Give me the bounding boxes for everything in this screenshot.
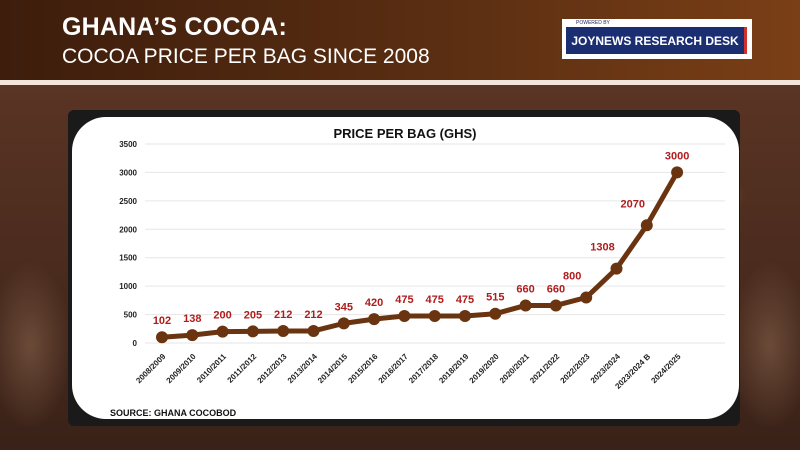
x-tick-label: 2008/2009 [134, 352, 167, 385]
x-tick-label: 2016/2017 [377, 352, 410, 385]
x-tick-label: 2013/2014 [286, 352, 319, 385]
data-point [186, 329, 199, 342]
data-point [549, 299, 562, 312]
y-tick-label: 500 [124, 311, 138, 320]
x-tick-label: 2018/2019 [437, 352, 470, 385]
data-label: 212 [304, 309, 322, 321]
x-tick-label: 2021/2022 [528, 352, 561, 385]
data-label: 205 [244, 309, 262, 321]
data-point [216, 325, 229, 338]
y-tick-label: 1000 [119, 282, 137, 291]
data-label: 475 [426, 294, 444, 306]
data-label: 475 [456, 294, 474, 306]
data-point [156, 331, 168, 344]
series-line [161, 171, 680, 340]
source-note: SOURCE: GHANA COCOBOD [110, 408, 237, 418]
badge-name: JOYNEWS RESEARCH DESK [566, 27, 747, 54]
data-label: 1308 [590, 242, 614, 254]
joynews-badge: POWERED BY JOYNEWS RESEARCH DESK [562, 19, 752, 59]
data-label: 138 [183, 313, 201, 325]
data-label: 200 [213, 310, 231, 322]
chart-panel [72, 117, 739, 419]
data-point [307, 324, 320, 337]
data-point [246, 325, 259, 338]
y-tick-label: 1500 [119, 254, 137, 263]
data-point [337, 317, 350, 330]
x-tick-label: 2024/2025 [649, 352, 682, 385]
x-tick-label: 2012/2013 [256, 352, 289, 385]
data-point [671, 166, 684, 179]
x-tick-label: 2014/2015 [316, 352, 349, 385]
y-tick-label: 2000 [119, 225, 137, 234]
x-tick-label: 2010/2011 [195, 352, 228, 385]
y-tick-label: 3500 [119, 140, 137, 149]
data-label: 3000 [665, 150, 689, 162]
x-tick-label: 2019/2020 [468, 352, 501, 385]
data-label: 102 [153, 315, 171, 327]
data-point [580, 291, 593, 304]
y-tick-label: 2500 [119, 197, 137, 206]
data-point [640, 219, 653, 232]
x-tick-label: 2017/2018 [407, 352, 440, 385]
data-point [519, 299, 532, 312]
data-point [489, 307, 502, 320]
header-divider [0, 80, 800, 85]
data-point [277, 324, 290, 337]
page-title: GHANA’S COCOA: [62, 13, 288, 41]
data-label: 660 [516, 283, 534, 295]
data-label: 212 [274, 309, 292, 321]
chart-title: PRICE PER BAG (GHS) [333, 126, 476, 141]
y-tick-label: 0 [133, 339, 138, 348]
data-point [610, 262, 623, 275]
x-tick-label: 2015/2016 [346, 352, 379, 385]
y-tick-label: 3000 [119, 168, 137, 177]
data-label: 2070 [621, 198, 645, 210]
data-point [428, 309, 441, 322]
x-tick-label: 2022/2023 [559, 352, 592, 385]
data-label: 800 [563, 271, 581, 283]
data-point [459, 309, 471, 322]
page-subtitle: COCOA PRICE PER BAG SINCE 2008 [62, 45, 430, 68]
x-tick-label: 2009/2010 [165, 352, 198, 385]
data-label: 475 [395, 294, 413, 306]
data-point [398, 309, 411, 322]
data-label: 515 [486, 292, 504, 304]
badge-powered-by: POWERED BY [576, 20, 610, 26]
data-label: 345 [335, 301, 353, 313]
x-tick-label: 2011/2012 [226, 352, 259, 385]
data-label: 660 [547, 283, 565, 295]
data-point [368, 313, 381, 326]
data-label: 420 [365, 297, 383, 309]
x-tick-label: 2020/2021 [498, 352, 531, 385]
